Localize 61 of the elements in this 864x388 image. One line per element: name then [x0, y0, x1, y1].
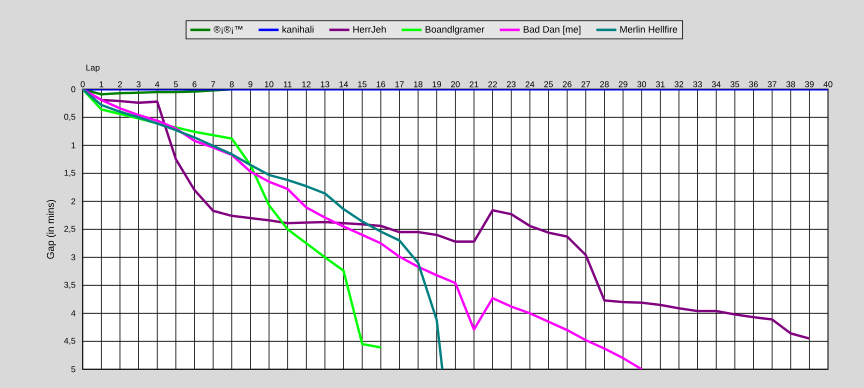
legend-label: Boandlgramer: [426, 26, 484, 35]
x-tick-label: 5: [174, 81, 178, 88]
x-axis-title: Lap: [86, 64, 100, 72]
x-tick-label: 2: [118, 81, 122, 88]
x-tick-label: 13: [320, 81, 330, 88]
y-axis-title: Gap (in mins): [46, 200, 56, 259]
x-tick-label: 17: [395, 81, 404, 88]
legend-label: Bad Dan [me]: [524, 26, 580, 35]
y-tick-label: 0: [71, 86, 76, 92]
x-tick-label: 26: [562, 81, 572, 88]
x-tick-label: 25: [544, 81, 553, 88]
y-tick-label: 4,5: [64, 338, 76, 345]
x-tick-label: 11: [284, 81, 292, 88]
x-tick-label: 21: [470, 81, 478, 88]
y-tick-label: 0,5: [64, 114, 76, 121]
x-tick-label: 39: [804, 81, 814, 88]
x-tick-label: 30: [637, 81, 646, 88]
x-tick-label: 33: [693, 81, 702, 88]
x-tick-label: 19: [432, 81, 442, 88]
x-tick-label: 34: [712, 81, 721, 88]
x-tick-label: 38: [786, 81, 796, 88]
x-tick-label: 20: [451, 81, 460, 88]
y-tick-label: 3,5: [64, 282, 76, 289]
x-tick-label: 29: [618, 81, 628, 88]
x-tick-label: 35: [730, 81, 740, 88]
x-tick-label: 9: [248, 81, 252, 88]
x-tick-label: 0: [80, 81, 85, 88]
y-tick-label: 2,5: [64, 226, 76, 233]
x-tick-label: 22: [488, 81, 497, 88]
x-tick-label: 4: [155, 81, 160, 88]
x-tick-label: 6: [192, 81, 196, 88]
legend-label: Merlin Hellfire: [620, 26, 678, 33]
y-tick-label: 5: [71, 366, 76, 372]
legend-label: ®¡®¡™: [214, 26, 242, 34]
x-tick-label: 37: [768, 81, 776, 88]
x-tick-label: 23: [506, 81, 516, 88]
y-tick-label: 4: [71, 310, 76, 316]
line-series: [82, 89, 444, 370]
x-tick-label: 32: [674, 81, 684, 88]
legend-label: kanihali: [282, 26, 314, 33]
x-tick-label: 10: [264, 81, 274, 88]
x-tick-label: 36: [749, 81, 758, 88]
y-tick-label: 3: [71, 254, 76, 260]
x-tick-label: 24: [526, 81, 534, 88]
x-tick-label: 40: [823, 81, 832, 88]
x-tick-label: 16: [376, 81, 386, 88]
x-tick-label: 15: [358, 81, 367, 88]
x-tick-label: 1: [100, 81, 104, 88]
y-tick-label: 1,5: [64, 170, 76, 177]
x-tick-label: 14: [339, 81, 348, 88]
x-tick-label: 28: [600, 81, 609, 88]
x-tick-label: 8: [230, 81, 234, 88]
legend-label: HerrJeh: [353, 26, 386, 33]
x-tick-label: 31: [656, 81, 665, 88]
x-tick-label: 18: [414, 81, 422, 88]
y-tick-label: 1: [72, 142, 76, 148]
y-tick-label: 2: [71, 198, 76, 204]
x-tick-label: 7: [211, 81, 216, 88]
x-tick-label: 3: [136, 81, 141, 88]
x-tick-label: 27: [581, 81, 590, 88]
x-tick-label: 12: [302, 81, 311, 88]
